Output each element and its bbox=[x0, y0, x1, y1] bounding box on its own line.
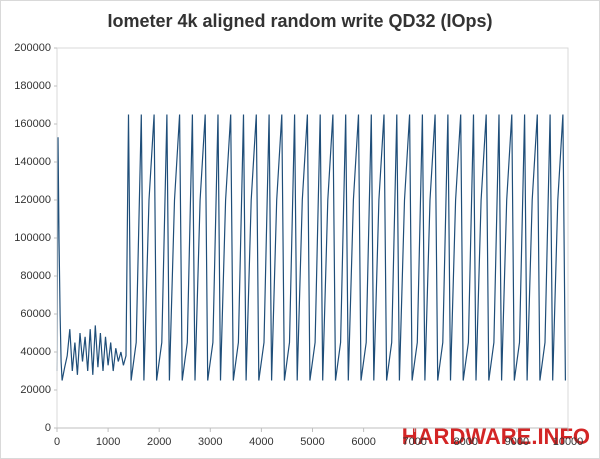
x-tick-label: 10000 bbox=[553, 436, 584, 448]
y-tick-label: 80000 bbox=[20, 270, 51, 282]
y-tick-label: 20000 bbox=[20, 384, 51, 396]
x-tick-label: 9000 bbox=[505, 436, 529, 448]
y-tick-label: 180000 bbox=[14, 80, 51, 92]
y-tick-label: 140000 bbox=[14, 156, 51, 168]
x-tick-label: 5000 bbox=[300, 436, 324, 448]
y-tick-label: 200000 bbox=[14, 42, 51, 54]
x-tick-label: 6000 bbox=[351, 436, 375, 448]
y-tick-label: 40000 bbox=[20, 346, 51, 358]
y-tick-label: 0 bbox=[45, 422, 51, 434]
x-tick-label: 7000 bbox=[402, 436, 426, 448]
x-tick-label: 0 bbox=[54, 436, 60, 448]
y-tick-label: 100000 bbox=[14, 232, 51, 244]
chart-title: Iometer 4k aligned random write QD32 (IO… bbox=[107, 11, 492, 31]
x-tick-label: 3000 bbox=[198, 436, 222, 448]
y-tick-label: 120000 bbox=[14, 194, 51, 206]
x-tick-label: 4000 bbox=[249, 436, 273, 448]
x-tick-label: 2000 bbox=[147, 436, 171, 448]
x-tick-label: 8000 bbox=[454, 436, 478, 448]
y-tick-label: 60000 bbox=[20, 308, 51, 320]
series-line bbox=[56, 114, 566, 381]
x-tick-label: 1000 bbox=[96, 436, 120, 448]
y-tick-label: 160000 bbox=[14, 118, 51, 130]
